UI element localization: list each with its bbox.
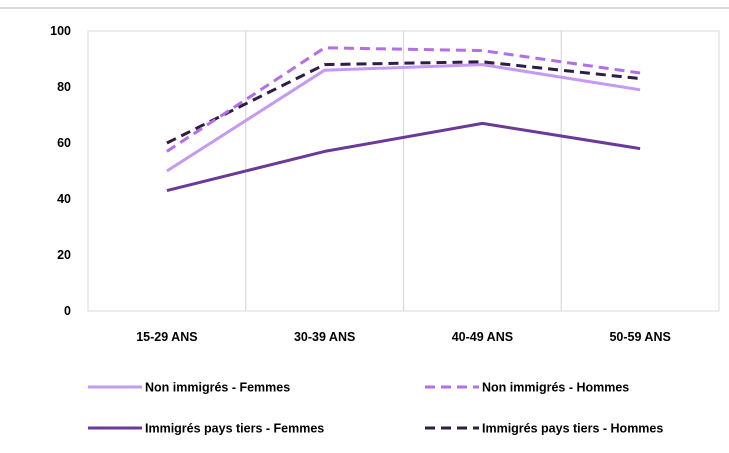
x-tick-label: 50-59 ANS — [609, 330, 670, 344]
x-tick-label: 30-39 ANS — [294, 330, 355, 344]
legend-label: Immigrés pays tiers - Hommes — [482, 422, 663, 436]
series-line — [166, 60, 641, 145]
y-tick-label: 20 — [57, 248, 71, 262]
y-tick-label: 40 — [57, 192, 71, 206]
legend-label: Non immigrés - Hommes — [482, 381, 629, 395]
legend-item: Immigrés pays tiers - Femmes — [88, 422, 324, 436]
y-tick-label: 60 — [57, 136, 71, 150]
legend-item: Non immigrés - Femmes — [88, 381, 290, 395]
axes: 0 20 40 60 80 100 15-29 ANS 30-39 ANS 40-49 ANS 5… — [50, 24, 671, 344]
x-tick-label: 15-29 ANS — [136, 330, 197, 344]
legend-label: Immigrés pays tiers - Femmes — [145, 422, 324, 436]
legend-item: Non immigrés - Hommes — [425, 381, 629, 395]
x-tick-label: 40-49 ANS — [452, 330, 513, 344]
legend-label: Non immigrés - Femmes — [145, 381, 290, 395]
series-line — [166, 63, 641, 173]
series-line — [166, 121, 641, 193]
legend: Non immigrés - Femmes Non immigrés - Homm… — [88, 381, 663, 436]
y-tick-label: 80 — [57, 80, 71, 94]
top-divider — [0, 7, 729, 9]
y-tick-label: 100 — [50, 24, 71, 38]
y-tick-label: 0 — [64, 304, 71, 318]
series-group — [166, 46, 641, 193]
legend-item: Immigrés pays tiers - Hommes — [425, 422, 663, 436]
